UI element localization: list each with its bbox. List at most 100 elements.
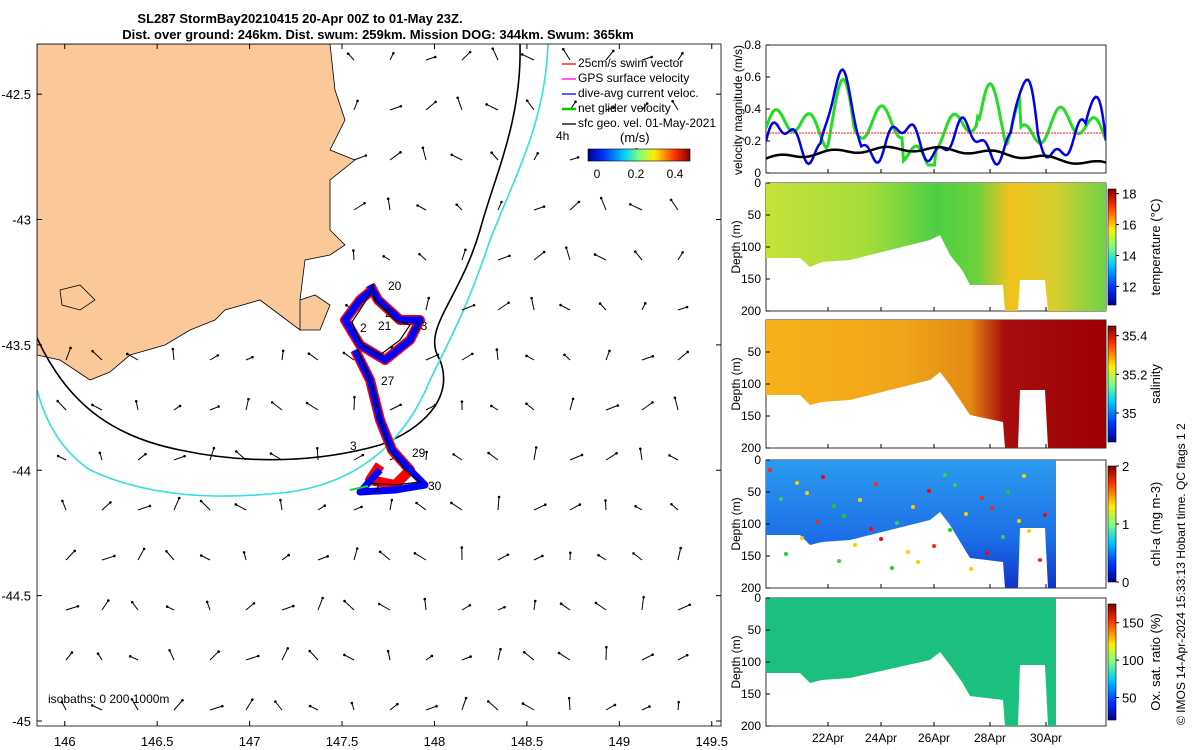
chl-point	[1001, 535, 1005, 539]
geo-vector	[353, 506, 362, 511]
geo-vector	[200, 555, 211, 561]
geo-vector-head	[643, 302, 647, 305]
geo-vector	[569, 504, 581, 511]
chl-point	[1043, 513, 1047, 517]
geo-vector	[492, 48, 499, 61]
geo-vector	[387, 651, 391, 661]
chl-point	[1017, 519, 1021, 523]
geo-vector-head	[651, 401, 654, 404]
geo-vector-head	[252, 601, 256, 605]
geo-vector	[353, 155, 367, 161]
geo-vector	[677, 351, 688, 361]
geo-vector	[306, 402, 319, 411]
geo-vector-head	[165, 549, 168, 553]
track-day-labels: 20 21 23 27 3 29 30 2 2 2	[350, 279, 442, 495]
colorbar-label: temperature (°C)	[1148, 199, 1163, 296]
geo-vector-head	[460, 400, 464, 403]
geo-vector	[317, 597, 324, 611]
geo-vector-head	[292, 604, 295, 608]
geo-vector	[389, 151, 401, 161]
colorbar-label: chl-a (mg m-3)	[1148, 482, 1163, 567]
chl-point	[1022, 474, 1026, 478]
geo-vector	[209, 651, 219, 661]
depth-tick-label: 150	[741, 409, 761, 423]
date-tick-label: 22Apr	[812, 731, 844, 745]
geo-vector	[457, 97, 463, 111]
geo-vector	[531, 298, 535, 311]
geo-vector-head	[308, 649, 312, 653]
geo-vector-head	[199, 554, 203, 557]
geo-vector	[677, 53, 683, 61]
geo-vector-head	[464, 696, 468, 700]
geo-vector	[487, 700, 499, 711]
geo-vector-head	[234, 450, 238, 453]
geo-vector	[243, 552, 247, 561]
geo-vector	[101, 600, 109, 611]
day-label: 21	[378, 319, 392, 333]
geo-vector-head	[247, 397, 250, 401]
chl-point	[816, 520, 820, 524]
map-y-tick-label: -44	[12, 463, 31, 478]
geo-vector	[245, 602, 255, 611]
geo-vector	[281, 605, 294, 611]
geo-vector	[598, 554, 607, 561]
geo-vector-head	[134, 399, 138, 403]
geo-vector-head	[559, 303, 562, 307]
geo-vector-head	[436, 353, 440, 357]
geo-vector-head	[356, 99, 359, 103]
geo-vector-head	[503, 605, 506, 609]
geo-vector-head	[615, 451, 618, 455]
chl-point	[890, 566, 894, 570]
colorbar-tick: 0	[594, 167, 601, 181]
geo-vector-head	[321, 596, 324, 600]
geo-vector	[560, 304, 571, 311]
geo-vector-head	[315, 446, 319, 450]
geo-vector	[65, 347, 72, 361]
day-label: 27	[381, 374, 395, 388]
geo-vector-head	[455, 203, 459, 206]
geo-vector	[523, 651, 535, 661]
geo-vector-head	[629, 203, 632, 206]
geo-vector-head	[580, 453, 584, 457]
geo-vector	[533, 555, 543, 561]
map-y-tick-label: -45	[12, 714, 31, 729]
geo-vector-head	[612, 106, 615, 109]
geo-vector	[600, 197, 607, 211]
geo-vector-head	[487, 700, 490, 703]
geo-vector-head	[485, 103, 488, 106]
depth-tick-label: 150	[741, 549, 761, 563]
geo-vector-head	[165, 605, 169, 608]
geo-vector	[486, 104, 499, 111]
geo-vector	[461, 656, 471, 661]
geo-vector-head	[361, 453, 365, 457]
geo-vector	[497, 255, 510, 261]
geo-vector	[453, 454, 463, 461]
depth-tick-label: 0	[754, 591, 761, 605]
geo-vector-head	[386, 197, 390, 201]
geo-vector-head	[686, 350, 689, 354]
geo-vector	[604, 500, 607, 511]
geo-vector-head	[91, 403, 94, 407]
geo-vector	[274, 701, 283, 711]
geo-vector	[419, 253, 427, 261]
geo-vector	[389, 499, 393, 511]
timeseries-ylabel: velocity magnitude (m/s)	[731, 45, 745, 175]
geo-vector	[605, 50, 614, 61]
section-colorbar	[1107, 325, 1117, 443]
geo-vector	[101, 555, 115, 561]
geo-vector	[671, 503, 679, 511]
depth-tick-label: 50	[748, 345, 762, 359]
geo-vector	[641, 56, 652, 61]
geo-vector	[317, 555, 328, 561]
geo-vector	[674, 397, 679, 411]
day-label: 2	[373, 481, 380, 495]
geo-vector-head	[677, 700, 681, 704]
map-x-tick-label: 148	[424, 734, 446, 749]
geo-vector	[594, 254, 607, 261]
chl-point	[1038, 558, 1042, 562]
geo-vector-head	[577, 200, 581, 204]
ts-y-tick-label: 0.6	[744, 70, 761, 84]
geo-vector-head	[681, 251, 684, 254]
geo-vector-head	[507, 301, 510, 305]
chl-point	[906, 550, 910, 554]
